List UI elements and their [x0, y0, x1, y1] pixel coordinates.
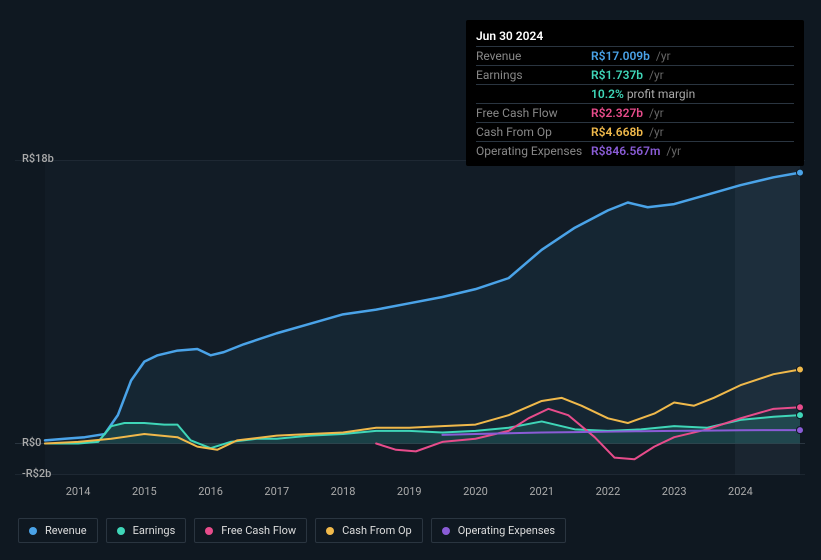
y-axis-label: R$0: [22, 436, 41, 449]
legend-item[interactable]: Cash From Op: [315, 518, 423, 543]
legend-item[interactable]: Earnings: [106, 518, 187, 543]
tooltip-label: Free Cash Flow: [476, 106, 591, 120]
tooltip-row: Operating ExpensesR$846.567m /yr: [476, 142, 794, 160]
x-axis-label: 2019: [397, 485, 422, 498]
y-axis-label: -R$2b: [22, 467, 51, 480]
tooltip-label: Earnings: [476, 68, 591, 82]
x-axis-label: 2023: [662, 485, 687, 498]
legend-swatch: [117, 527, 125, 535]
tooltip-label: Revenue: [476, 49, 591, 63]
tooltip-row: RevenueR$17.009b /yr: [476, 47, 794, 66]
y-axis-label: R$18b: [22, 152, 54, 165]
tooltip-value: R$4.668b /yr: [591, 125, 664, 139]
tooltip-value: R$2.327b /yr: [591, 106, 664, 120]
tooltip-label: Operating Expenses: [476, 144, 591, 158]
legend-label: Cash From Op: [342, 524, 412, 537]
tooltip-row: Cash From OpR$4.668b /yr: [476, 123, 794, 142]
legend-swatch: [29, 527, 37, 535]
tooltip-value: R$17.009b /yr: [591, 49, 671, 63]
tooltip-row: 10.2% profit margin: [476, 85, 794, 104]
chart-tooltip: Jun 30 2024 RevenueR$17.009b /yrEarnings…: [466, 20, 804, 166]
x-axis-label: 2020: [463, 485, 488, 498]
tooltip-row: EarningsR$1.737b /yr: [476, 66, 794, 85]
x-axis-label: 2015: [132, 485, 157, 498]
x-axis-label: 2021: [529, 485, 554, 498]
legend-item[interactable]: Revenue: [18, 518, 98, 543]
tooltip-label: Cash From Op: [476, 125, 591, 139]
tooltip-date: Jun 30 2024: [476, 26, 794, 47]
legend-label: Free Cash Flow: [221, 524, 296, 537]
x-axis-label: 2014: [66, 485, 91, 498]
legend-swatch: [326, 527, 334, 535]
tooltip-row: Free Cash FlowR$2.327b /yr: [476, 104, 794, 123]
x-axis-label: 2022: [596, 485, 621, 498]
legend-label: Earnings: [133, 524, 176, 537]
legend-item[interactable]: Free Cash Flow: [194, 518, 307, 543]
legend-label: Operating Expenses: [458, 524, 555, 537]
x-axis-label: 2016: [198, 485, 223, 498]
x-axis-label: 2017: [264, 485, 289, 498]
x-axis-label: 2024: [728, 485, 753, 498]
chart-legend: Revenue Earnings Free Cash Flow Cash From O…: [18, 518, 566, 543]
financials-chart: [15, 160, 805, 475]
x-axis-label: 2018: [331, 485, 356, 498]
legend-swatch: [205, 527, 213, 535]
legend-item[interactable]: Operating Expenses: [431, 518, 566, 543]
tooltip-value: 10.2% profit margin: [591, 87, 695, 101]
legend-label: Revenue: [45, 524, 87, 537]
legend-swatch: [442, 527, 450, 535]
tooltip-value: R$1.737b /yr: [591, 68, 664, 82]
tooltip-value: R$846.567m /yr: [591, 144, 681, 158]
